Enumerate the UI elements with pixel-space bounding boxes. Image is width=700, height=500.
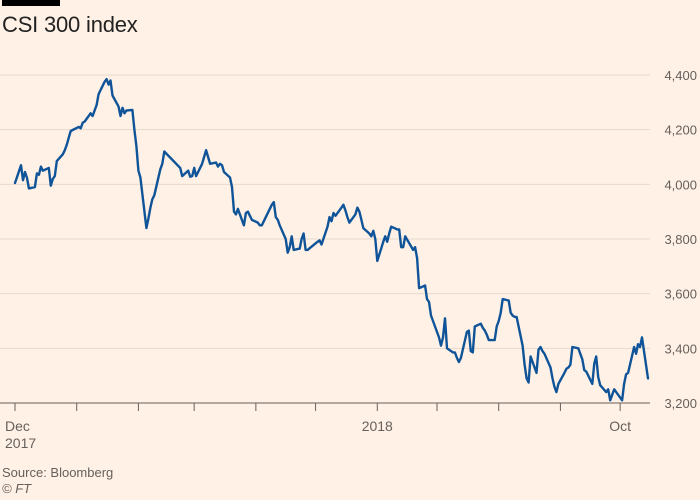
series-line	[13, 77, 650, 402]
y-tick-labels: 4,400 4,200 4,000 3,800 3,600 3,400 3,200	[664, 68, 697, 411]
y-tick-label: 4,200	[664, 123, 697, 138]
x-tick-label-year: 2017	[5, 435, 36, 451]
y-tick-label: 3,800	[664, 232, 697, 247]
y-tick-label: 3,600	[664, 287, 697, 302]
source-note: Source: Bloomberg	[2, 465, 114, 480]
x-tick-label: Oct	[609, 418, 631, 434]
y-tick-label: 4,400	[664, 68, 697, 83]
chart-title: CSI 300 index	[2, 12, 138, 37]
x-axis	[0, 402, 650, 411]
x-tick-label: 2018	[362, 418, 393, 434]
y-tick-label: 4,000	[664, 177, 697, 192]
y-tick-label: 3,400	[664, 341, 697, 356]
gridlines	[0, 74, 650, 349]
x-tick-label: Dec	[5, 418, 30, 434]
y-tick-label: 3,200	[664, 396, 697, 411]
top-rule	[2, 0, 60, 6]
credit-note: © FT	[2, 481, 32, 496]
